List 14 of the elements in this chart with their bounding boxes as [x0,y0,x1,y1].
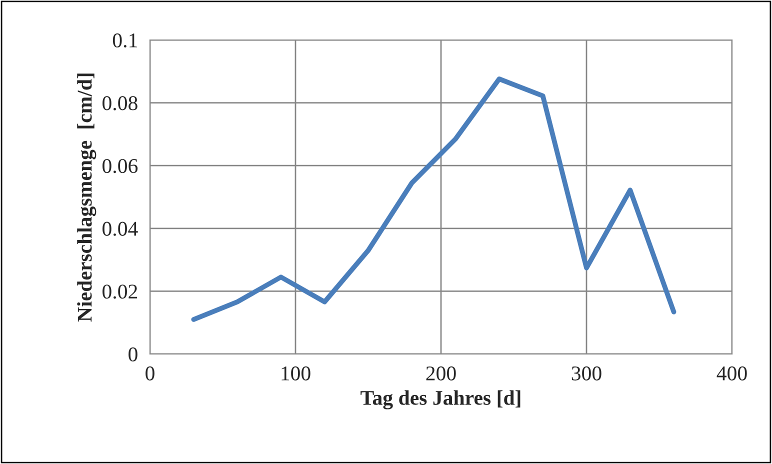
y-tick-label: 0.04 [102,222,138,236]
y-tick-label: 0 [128,347,138,362]
x-tick-label: 200 [426,366,456,380]
y-tick-label: 0.08 [102,96,138,110]
y-tick-label: 0.1 [112,33,137,48]
x-tick-label: 0 [146,366,154,380]
line-series [191,76,676,322]
x-tick-label: 300 [572,366,602,380]
x-tick-label: 400 [716,366,747,380]
x-tick-label: 100 [282,366,310,380]
x-axis-title: Tag des Jahres [d] [360,390,520,410]
y-tick-label: 0.02 [102,284,138,299]
y-tick-label: 0.06 [102,158,138,174]
y-axis-title: Niederschlagsmenge [cm/d] [77,74,96,322]
